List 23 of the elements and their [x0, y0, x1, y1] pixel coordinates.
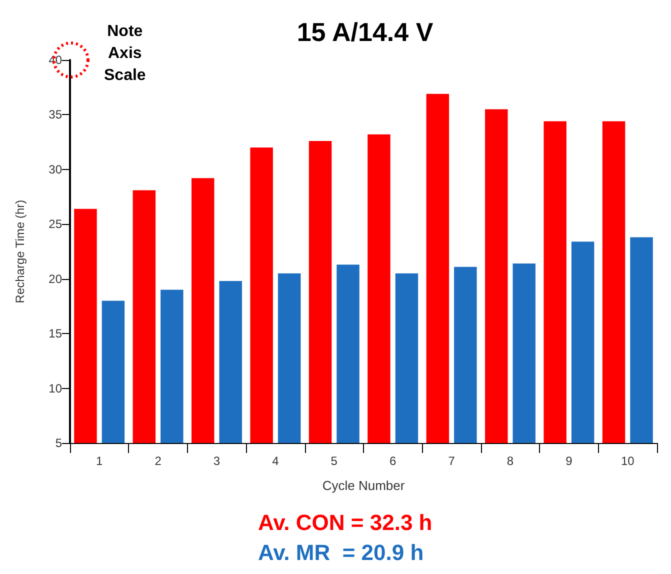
y-tick-label: 30	[48, 162, 62, 176]
x-tick-label: 4	[272, 454, 280, 468]
y-tick-label: 5	[55, 436, 62, 450]
x-tick-label: 5	[330, 454, 338, 468]
y-tick-label: 25	[48, 217, 62, 232]
text: Av. CON = 32.3 h	[258, 510, 432, 536]
chart-title: 15 A/14.4 V	[296, 17, 434, 47]
y-tick-label: 15	[48, 326, 62, 341]
x-tick-label: 9	[566, 454, 573, 468]
y-tick-label: 10	[48, 381, 62, 396]
x-tick-label: 1	[96, 454, 104, 468]
y-axis-title: Recharge Time (hr)	[13, 200, 27, 304]
x-axis-title: Cycle Number	[322, 478, 406, 493]
text: Av. MR = 20.9 h	[258, 540, 424, 566]
x-tick-label: 8	[506, 454, 514, 468]
y-tick-label: 20	[48, 272, 62, 286]
x-tick-label: 2	[154, 454, 162, 468]
x-tick-label: 7	[448, 454, 456, 468]
annotation: Note Axis Scale	[104, 22, 146, 86]
y-tick-label: 35	[48, 108, 62, 122]
x-tick-label: 3	[213, 454, 220, 468]
x-tick-label: 10	[620, 454, 635, 468]
x-tick-label: 6	[390, 454, 397, 468]
